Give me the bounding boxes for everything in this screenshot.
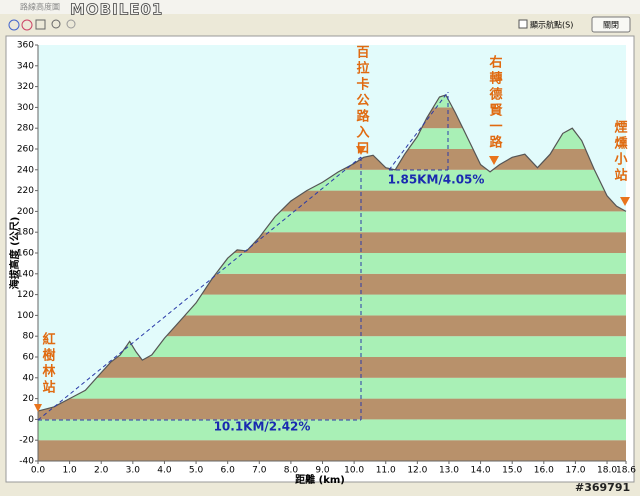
y-tick-label: 340 <box>17 61 34 71</box>
close-button-label[interactable]: 關閉 <box>603 21 619 30</box>
band <box>38 336 626 357</box>
x-tick-label: 3.0 <box>126 466 141 476</box>
y-tick-label: 120 <box>17 290 34 300</box>
band <box>38 419 626 441</box>
y-tick-label: 80 <box>23 332 35 342</box>
marker <box>356 146 366 155</box>
checkbox[interactable] <box>518 19 528 29</box>
x-tick-label: 18.0 <box>597 466 617 476</box>
marker <box>620 197 630 206</box>
title-bar <box>0 0 640 14</box>
tool-icon[interactable] <box>21 19 33 31</box>
watermark-logo: MOBILE01 <box>70 1 163 19</box>
y-axis-title: 海拔高度 (公尺) <box>8 217 21 290</box>
y-tick-label: 360 <box>17 41 34 51</box>
y-tick-label: 260 <box>17 145 34 155</box>
grade-label: 10.1KM/2.42% <box>214 420 311 434</box>
x-tick-label: 7.0 <box>252 466 267 476</box>
band <box>38 398 626 420</box>
marker <box>34 404 42 412</box>
y-tick-label: 60 <box>23 353 35 363</box>
x-tick-label: 10.0 <box>344 466 364 476</box>
y-tick-label: 300 <box>17 103 34 113</box>
x-tick-label: 4.0 <box>157 466 172 476</box>
x-tick-label: 5.0 <box>189 466 204 476</box>
plot: -40 -20 0 20 40 60 80 100 120 140 160 180 200 220 240 2… <box>8 41 636 487</box>
tool-icon[interactable] <box>8 19 20 31</box>
x-tick-label: 1.0 <box>62 466 77 476</box>
annotation: 右轉德賢一路 <box>487 54 504 151</box>
grade-label: 1.85KM/4.05% <box>388 173 485 187</box>
grade-line <box>388 91 449 171</box>
y-tick-label: 320 <box>17 82 34 92</box>
x-tick-label: 12.0 <box>407 466 427 476</box>
y-tick-label: 280 <box>17 124 34 134</box>
watermark-id: #369791 <box>575 481 630 494</box>
x-axis-title: 距離 (km) <box>295 473 345 486</box>
grade-lines <box>37 91 449 421</box>
band <box>38 357 626 378</box>
x-tick-label: 11.0 <box>376 466 396 476</box>
y-tick-label: 160 <box>17 249 34 259</box>
x-tick-label: 16.0 <box>534 466 554 476</box>
y-tick-label: 20 <box>23 394 35 404</box>
y-tick-label: -20 <box>19 436 34 446</box>
window-title: 路線高度圖 <box>20 2 60 12</box>
profile-line <box>37 94 627 412</box>
x-tick-label: 13.0 <box>439 466 459 476</box>
checkbox-label[interactable]: 顯示航點(S) <box>530 20 573 30</box>
x-tick-label: 0.0 <box>31 466 46 476</box>
y-tick-label: 200 <box>17 207 34 217</box>
y-tick-label: 180 <box>17 228 34 238</box>
y-tick-label: 100 <box>17 311 34 321</box>
toolbar <box>8 19 76 31</box>
markers <box>34 146 630 412</box>
x-tick-label: 2.0 <box>94 466 109 476</box>
annotation: 百拉卡公路入口 <box>354 45 370 157</box>
band <box>38 377 626 399</box>
close-button[interactable] <box>591 16 631 33</box>
tool-icon[interactable] <box>66 19 76 29</box>
y-tick-label: 240 <box>17 165 34 175</box>
x-tick-label: 17.0 <box>565 466 585 476</box>
x-tick-label: 6.0 <box>221 466 236 476</box>
x-tick-label: 8.0 <box>284 466 299 476</box>
y-tick-label: 40 <box>23 373 35 383</box>
x-tick-label: 14.0 <box>471 466 491 476</box>
annotation: 煙燻小站 <box>612 119 628 184</box>
y-tick-label: 140 <box>17 269 34 279</box>
x-tick-label: 18.6 <box>616 466 636 476</box>
tool-icon[interactable] <box>51 19 61 29</box>
band <box>38 440 626 461</box>
x-tick-label: 9.0 <box>315 466 330 476</box>
marker <box>489 156 499 165</box>
band <box>38 315 626 337</box>
y-tick-label: 220 <box>17 186 34 196</box>
tool-icon[interactable] <box>35 19 46 30</box>
y-tick-label: -40 <box>19 457 34 467</box>
annotation: 紅樹林站 <box>40 331 56 396</box>
x-tick-label: 15.0 <box>502 466 522 476</box>
y-tick-label: 0 <box>28 415 34 425</box>
